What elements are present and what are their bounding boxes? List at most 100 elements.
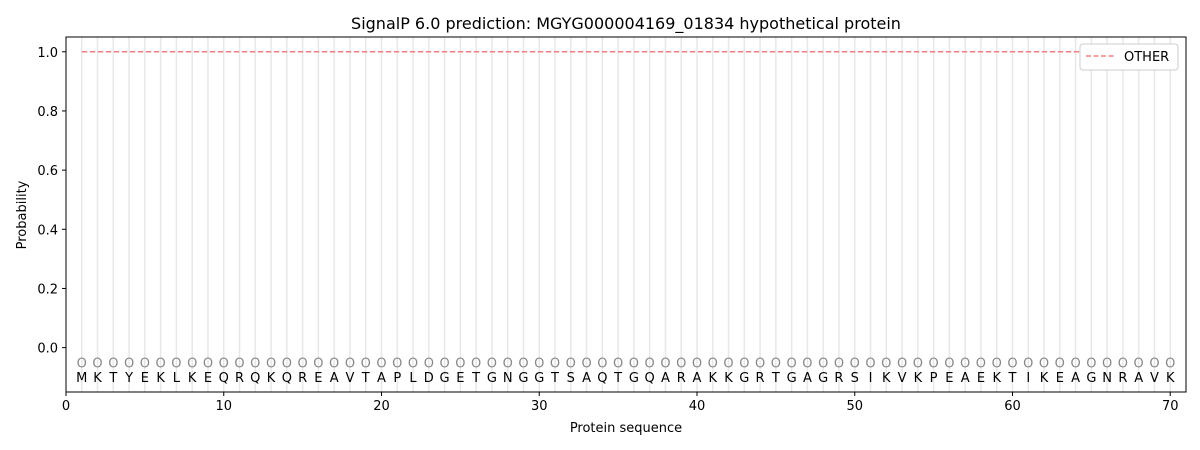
- predicted-label: O: [266, 356, 276, 371]
- residue-letter: K: [992, 371, 1001, 386]
- residue-letter: G: [487, 371, 497, 386]
- residue-letter: T: [1008, 371, 1017, 386]
- residue-letter: A: [1134, 371, 1143, 386]
- predicted-label: O: [298, 356, 308, 371]
- predicted-label: O: [645, 356, 655, 371]
- predicted-label: O: [534, 356, 544, 371]
- predicted-label: O: [818, 356, 828, 371]
- predicted-label: O: [928, 356, 938, 371]
- residue-letter: A: [693, 371, 702, 386]
- residue-letter: E: [204, 371, 212, 386]
- residue-letter: N: [503, 371, 513, 386]
- residue-letter: G: [629, 371, 639, 386]
- predicted-label: O: [613, 356, 623, 371]
- x-tick-label: 40: [689, 399, 706, 414]
- residue-letter: R: [1118, 371, 1127, 386]
- residue-letter: P: [393, 371, 401, 386]
- residue-letter: V: [1150, 371, 1159, 386]
- residue-letter: Q: [282, 371, 292, 386]
- residue-letter: A: [330, 371, 339, 386]
- predicted-label: O: [708, 356, 718, 371]
- residue-letter: A: [582, 371, 591, 386]
- residue-letter: G: [534, 371, 544, 386]
- predicted-label: O: [282, 356, 292, 371]
- predicted-label: O: [723, 356, 733, 371]
- predicted-label: O: [424, 356, 434, 371]
- residue-letter: G: [818, 371, 828, 386]
- x-tick-label: 30: [531, 399, 548, 414]
- legend-label-other: OTHER: [1124, 50, 1169, 65]
- residue-letter: T: [613, 371, 622, 386]
- residue-letter: A: [961, 371, 970, 386]
- residue-letter: K: [914, 371, 923, 386]
- residue-letter: E: [314, 371, 322, 386]
- predicted-label: O: [597, 356, 607, 371]
- predicted-label: O: [960, 356, 970, 371]
- residue-letter: A: [1071, 371, 1080, 386]
- residue-letter: T: [471, 371, 480, 386]
- predicted-label: O: [692, 356, 702, 371]
- x-tick-label: 50: [846, 399, 863, 414]
- predicted-label: O: [1118, 356, 1128, 371]
- predicted-label: O: [140, 356, 150, 371]
- predicted-label: O: [203, 356, 213, 371]
- chart-title: SignalP 6.0 prediction: MGYG000004169_01…: [351, 14, 901, 34]
- residue-letter: T: [361, 371, 370, 386]
- residue-letter: Q: [219, 371, 229, 386]
- predicted-label: O: [92, 356, 102, 371]
- residue-letter: E: [1056, 371, 1064, 386]
- predicted-label: O: [1165, 356, 1175, 371]
- residue-letter: I: [1026, 371, 1030, 386]
- residue-letter: K: [724, 371, 733, 386]
- y-axis-label: Probability: [15, 180, 30, 249]
- predicted-label: O: [1134, 356, 1144, 371]
- predicted-label: O: [345, 356, 355, 371]
- predicted-label: O: [550, 356, 560, 371]
- residue-letter: K: [267, 371, 276, 386]
- residue-letter: Y: [124, 371, 133, 386]
- predicted-label: O: [865, 356, 875, 371]
- residue-letter: R: [235, 371, 244, 386]
- predicted-label: O: [124, 356, 134, 371]
- predicted-label: O: [802, 356, 812, 371]
- predicted-label: O: [329, 356, 339, 371]
- residue-letter: E: [945, 371, 953, 386]
- residue-letter: K: [1040, 371, 1049, 386]
- predicted-label: O: [108, 356, 118, 371]
- predicted-label: O: [660, 356, 670, 371]
- residue-letter: T: [108, 371, 117, 386]
- predicted-label: O: [1023, 356, 1033, 371]
- predicted-label: O: [581, 356, 591, 371]
- predicted-label: O: [439, 356, 449, 371]
- x-axis-label: Protein sequence: [570, 421, 682, 436]
- predicted-label: O: [944, 356, 954, 371]
- residue-letter: Q: [597, 371, 607, 386]
- predicted-label: O: [187, 356, 197, 371]
- predicted-label: O: [77, 356, 87, 371]
- predicted-label: O: [408, 356, 418, 371]
- residue-letter: S: [851, 371, 859, 386]
- x-tick-label: 70: [1162, 399, 1179, 414]
- x-tick-label: 20: [373, 399, 390, 414]
- residue-letter: K: [188, 371, 197, 386]
- predicted-label: O: [897, 356, 907, 371]
- residue-letter: E: [977, 371, 985, 386]
- residue-letter: K: [882, 371, 891, 386]
- residue-letter: Q: [250, 371, 260, 386]
- residue-letter: T: [550, 371, 559, 386]
- predicted-label: O: [219, 356, 229, 371]
- residue-letter: R: [298, 371, 307, 386]
- predicted-label: O: [739, 356, 749, 371]
- predicted-label: O: [1102, 356, 1112, 371]
- predicted-label: O: [566, 356, 576, 371]
- residue-letter: A: [377, 371, 386, 386]
- residue-letter: K: [1166, 371, 1175, 386]
- residue-letter: K: [93, 371, 102, 386]
- residue-letter: L: [173, 371, 181, 386]
- residue-letter: R: [756, 371, 765, 386]
- legend: OTHER: [1079, 43, 1179, 71]
- predicted-label: O: [250, 356, 260, 371]
- predicted-label: O: [1149, 356, 1159, 371]
- x-tick-label: 0: [62, 399, 70, 414]
